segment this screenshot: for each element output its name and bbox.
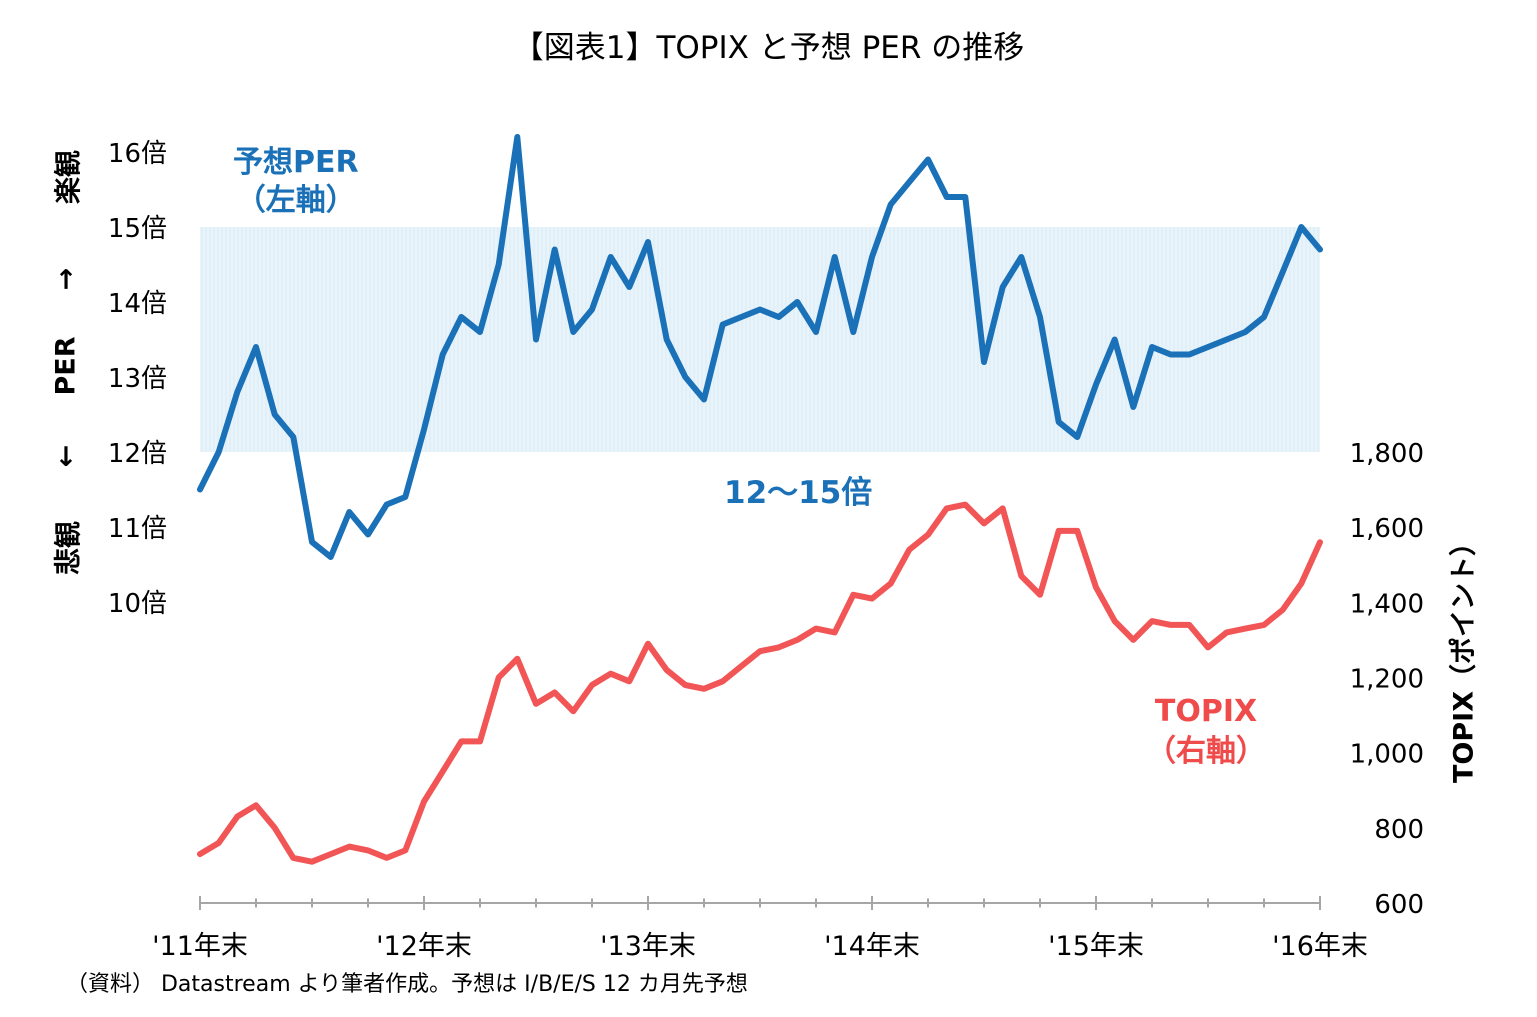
y-right-tick-label: 1,000 [1350,740,1424,770]
right-axis-label: TOPIX（ポイント） [1448,528,1480,784]
y-left-tick-label: 10倍 [108,589,167,619]
band-annotation: 12～15倍 [724,475,873,511]
per-annotation: 予想PER （左軸） [233,144,359,220]
per-series-line [197,134,1323,560]
y-left-tick-label: 13倍 [108,364,167,394]
y-right-tick-label: 1,600 [1350,514,1424,544]
per-annotation-name: 予想PER [233,145,359,180]
topix-annotation: TOPIX （右軸） [1146,692,1266,772]
x-tick-label: '11年末 [152,931,248,962]
y-left-tick-label: 14倍 [108,289,167,319]
y-right-tick-label: 800 [1374,815,1424,845]
x-tick-label: '13年末 [600,931,696,962]
y-right-tick-label: 600 [1374,890,1424,920]
x-tick-label: '15年末 [1048,931,1144,962]
y-right-tick-label: 1,800 [1350,439,1424,469]
axis-label-optimistic: 楽観 [53,150,85,204]
topix-annotation-axis: （右軸） [1146,734,1266,769]
x-tick-label: '14年末 [824,931,920,962]
source-note: （資料） Datastream より筆者作成。予想は I/B/E/S 12 カ月… [66,972,748,997]
per-annotation-axis: （左軸） [235,183,356,218]
arrow-down-icon: → [50,444,82,468]
x-tick-label: '12年末 [376,931,472,962]
arrow-up-icon: → [50,267,82,291]
topix-annotation-name: TOPIX [1154,694,1258,729]
topix-series-line [197,501,1323,865]
y-left-tick-label: 16倍 [108,139,167,169]
y-right-tick-label: 1,200 [1350,665,1424,695]
axis-label-pessimistic: 悲観 [53,521,85,575]
y-left-tick-label: 11倍 [108,514,167,544]
y-right-tick-label: 1,400 [1350,589,1424,619]
y-left-tick-label: 15倍 [108,214,167,244]
y-left-tick-label: 12倍 [108,439,167,469]
x-tick-label: '16年末 [1272,931,1368,962]
chart-title: 【図表1】TOPIX と予想 PER の推移 [512,30,1025,66]
axis-label-per: PER [50,336,82,396]
